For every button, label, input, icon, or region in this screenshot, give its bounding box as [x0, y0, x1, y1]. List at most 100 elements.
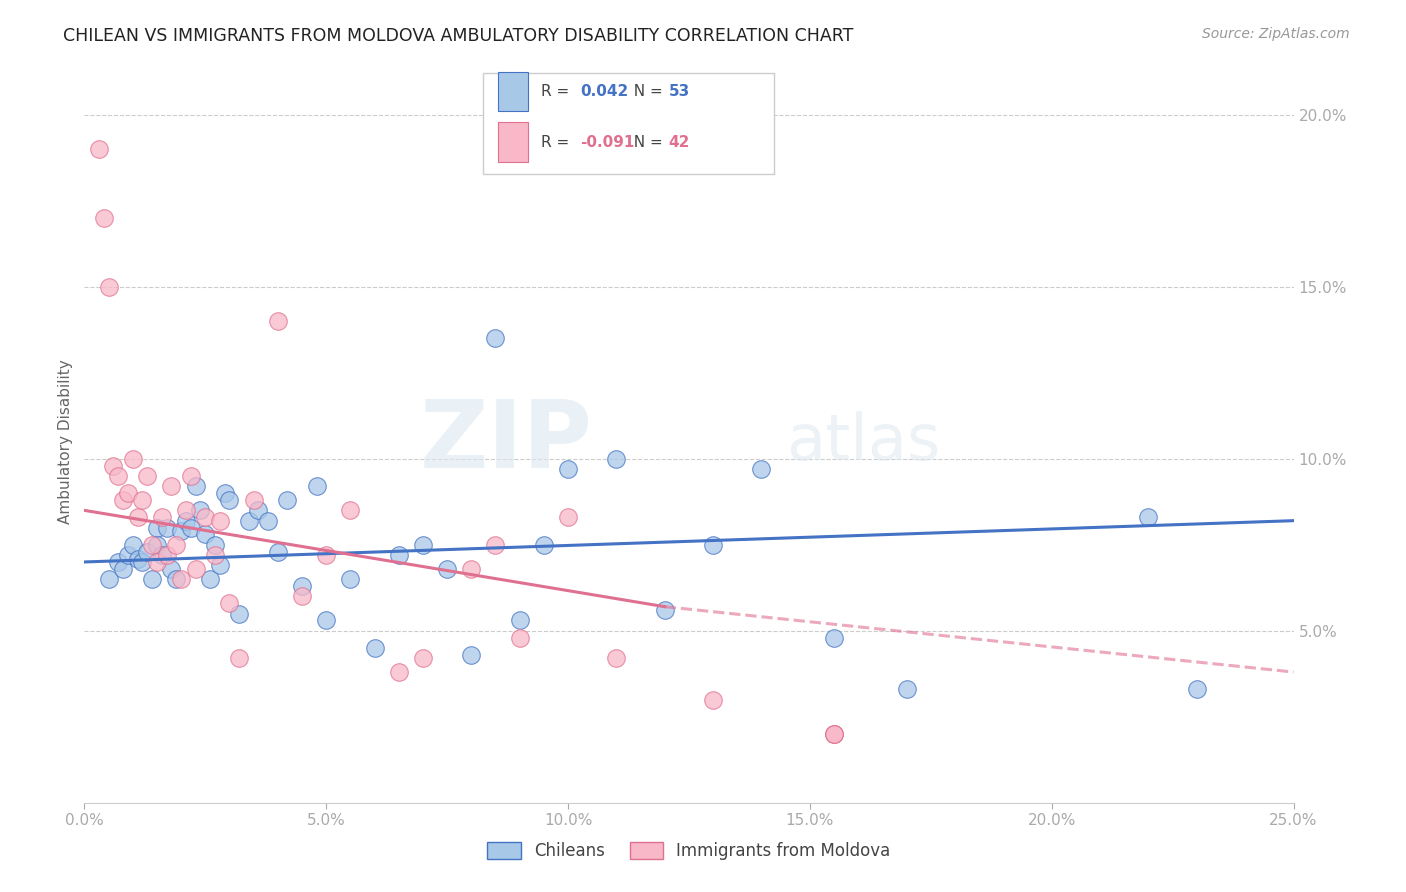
- Point: [305, 479, 328, 493]
- Point: [174, 514, 197, 528]
- Point: [136, 469, 159, 483]
- Point: [198, 572, 221, 586]
- Point: [117, 548, 139, 562]
- Text: N =: N =: [624, 135, 668, 150]
- Point: [436, 562, 458, 576]
- Point: [388, 548, 411, 562]
- Point: [228, 651, 250, 665]
- Point: [117, 486, 139, 500]
- Point: [228, 607, 250, 621]
- Point: [131, 555, 153, 569]
- Point: [97, 279, 120, 293]
- Point: [702, 538, 724, 552]
- FancyBboxPatch shape: [484, 73, 773, 174]
- Point: [180, 520, 202, 534]
- Point: [121, 451, 143, 466]
- Point: [242, 493, 264, 508]
- Text: ZIP: ZIP: [419, 395, 592, 488]
- Point: [509, 631, 531, 645]
- Point: [751, 462, 773, 476]
- Text: CHILEAN VS IMMIGRANTS FROM MOLDOVA AMBULATORY DISABILITY CORRELATION CHART: CHILEAN VS IMMIGRANTS FROM MOLDOVA AMBUL…: [63, 27, 853, 45]
- Point: [267, 314, 290, 328]
- Point: [247, 503, 270, 517]
- Point: [180, 469, 202, 483]
- Point: [509, 614, 531, 628]
- Text: Source: ZipAtlas.com: Source: ZipAtlas.com: [1202, 27, 1350, 41]
- Point: [131, 493, 153, 508]
- Point: [150, 548, 173, 562]
- Point: [160, 562, 183, 576]
- Point: [170, 524, 193, 538]
- Point: [315, 614, 337, 628]
- Point: [412, 651, 434, 665]
- Point: [823, 727, 845, 741]
- Point: [127, 510, 149, 524]
- Text: atlas: atlas: [786, 410, 941, 473]
- Point: [208, 558, 231, 573]
- Point: [107, 555, 129, 569]
- Point: [388, 665, 411, 679]
- Point: [165, 572, 187, 586]
- Point: [896, 682, 918, 697]
- Point: [339, 572, 361, 586]
- Point: [194, 527, 217, 541]
- Point: [97, 572, 120, 586]
- Point: [218, 596, 240, 610]
- FancyBboxPatch shape: [498, 122, 529, 162]
- Point: [204, 548, 226, 562]
- Text: R =: R =: [541, 84, 575, 99]
- Point: [146, 555, 169, 569]
- Point: [214, 486, 236, 500]
- Point: [121, 538, 143, 552]
- Text: R =: R =: [541, 135, 575, 150]
- Point: [107, 469, 129, 483]
- Point: [141, 538, 163, 552]
- Text: 53: 53: [668, 84, 689, 99]
- Point: [136, 544, 159, 558]
- Point: [291, 590, 314, 604]
- Point: [160, 479, 183, 493]
- Legend: Chileans, Immigrants from Moldova: Chileans, Immigrants from Moldova: [481, 835, 897, 867]
- Text: -0.091: -0.091: [581, 135, 634, 150]
- Point: [218, 493, 240, 508]
- Point: [702, 692, 724, 706]
- Point: [460, 562, 482, 576]
- Point: [339, 503, 361, 517]
- Point: [267, 544, 290, 558]
- Point: [363, 640, 385, 655]
- Point: [484, 331, 506, 345]
- Y-axis label: Ambulatory Disability: Ambulatory Disability: [58, 359, 73, 524]
- Point: [190, 503, 212, 517]
- Point: [184, 479, 207, 493]
- Point: [412, 538, 434, 552]
- Point: [1185, 682, 1208, 697]
- Point: [103, 458, 125, 473]
- Point: [146, 520, 169, 534]
- Point: [276, 493, 298, 508]
- Point: [460, 648, 482, 662]
- Point: [823, 727, 845, 741]
- Point: [184, 562, 207, 576]
- Point: [557, 510, 579, 524]
- Point: [155, 548, 177, 562]
- Point: [112, 562, 135, 576]
- Point: [654, 603, 676, 617]
- Point: [823, 631, 845, 645]
- Point: [605, 651, 627, 665]
- Point: [1137, 510, 1160, 524]
- FancyBboxPatch shape: [498, 71, 529, 112]
- Text: N =: N =: [624, 84, 668, 99]
- Point: [141, 572, 163, 586]
- Point: [174, 503, 197, 517]
- Point: [291, 579, 314, 593]
- Point: [170, 572, 193, 586]
- Point: [146, 538, 169, 552]
- Point: [93, 211, 115, 225]
- Text: 0.042: 0.042: [581, 84, 628, 99]
- Point: [823, 727, 845, 741]
- Point: [165, 538, 187, 552]
- Point: [238, 514, 260, 528]
- Point: [194, 510, 217, 524]
- Point: [533, 538, 555, 552]
- Point: [557, 462, 579, 476]
